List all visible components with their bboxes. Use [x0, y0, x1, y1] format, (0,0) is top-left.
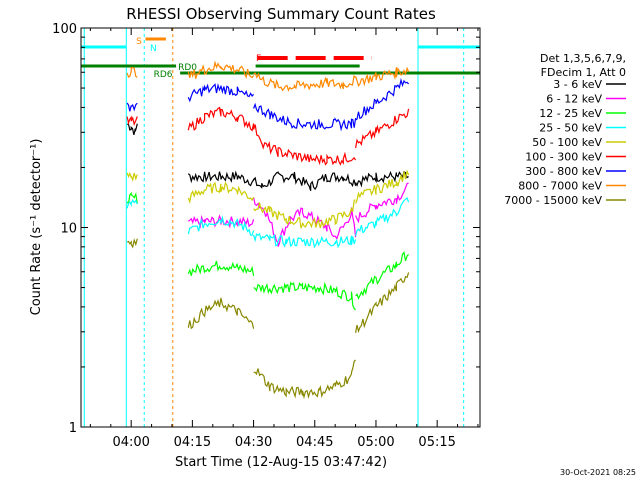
x-axis-label: Start Time (12-Aug-15 03:47:42): [175, 455, 387, 470]
series-line: [355, 170, 409, 188]
x-tick-label: 04:00: [112, 435, 149, 450]
legend-label: 25 - 50 keV: [539, 122, 602, 135]
series-7: [126, 77, 410, 132]
legend-label: 12 - 25 keV: [539, 107, 602, 120]
series-line: [253, 72, 357, 92]
series-line: [253, 197, 357, 247]
legend-label: 3 - 6 keV: [553, 78, 602, 91]
legend-label: 100 - 300 keV: [525, 151, 602, 164]
series-line: [187, 106, 263, 144]
series-line: [261, 141, 357, 166]
series-line: [187, 260, 255, 277]
series-6: [126, 106, 410, 166]
series-5: [126, 169, 410, 229]
x-tick-label: 04:15: [174, 435, 211, 450]
legend-label: 7000 - 15000 keV: [504, 194, 602, 207]
series-line: [126, 102, 138, 112]
series-line: [126, 171, 138, 183]
x-tick-label: 05:00: [357, 435, 394, 450]
y-tick-label: 1: [69, 421, 77, 436]
x-tick-label: 04:45: [296, 435, 333, 450]
x-tick-label: 04:30: [235, 435, 272, 450]
series-line: [127, 123, 138, 136]
series-line: [187, 181, 255, 204]
series-line: [355, 77, 410, 121]
series-4: [126, 197, 410, 249]
series-1: [127, 123, 409, 191]
series-line: [253, 199, 356, 229]
series-line: [187, 82, 255, 103]
series-line: [253, 281, 356, 311]
series-line: [187, 215, 255, 236]
axes: 04:00 04:15 04:30 04:45 05:00 05:15 1 10 100: [52, 22, 480, 450]
series-line: [253, 102, 357, 132]
series-3: [126, 191, 410, 311]
series-line: [187, 60, 255, 79]
series-line: [126, 191, 138, 206]
timestamp: 30-Oct-2021 08:25: [560, 468, 636, 477]
annotation-label: S: [136, 37, 142, 47]
series-line: [355, 197, 410, 237]
legend-header: Det 1,3,5,6,7,9,: [540, 52, 626, 65]
legend-header: FDecim 1, Att 0: [541, 66, 626, 79]
series-layer: [126, 60, 410, 400]
series-line: [253, 359, 356, 400]
annotation-label: RD6: [154, 70, 173, 80]
series-line: [355, 272, 410, 334]
series-line: [126, 66, 138, 78]
series-9: [126, 238, 410, 400]
y-tick-label: 10: [60, 222, 77, 237]
annotation-label: RD0: [178, 63, 197, 73]
x-tick-label: 05:15: [418, 435, 455, 450]
legend: Det 1,3,5,6,7,9,FDecim 1, Att 03 - 6 keV…: [504, 52, 626, 207]
series-line: [126, 199, 138, 209]
y-axis-label: Count Rate (s⁻¹ detector⁻¹): [29, 139, 44, 316]
series-line: [355, 251, 410, 300]
series-line: [355, 108, 410, 149]
legend-label: 300 - 800 keV: [525, 165, 602, 178]
series-line: [126, 238, 138, 249]
series-line: [355, 66, 410, 88]
legend-label: 6 - 12 keV: [546, 93, 602, 106]
annotation-label: F: [256, 54, 261, 64]
series-line: [355, 169, 410, 204]
orbit-markers: SN F RD0 RD6: [81, 28, 480, 427]
series-line: [253, 232, 357, 249]
annotation-label: N: [150, 44, 157, 54]
series-line: [187, 297, 255, 330]
y-tick-label: 100: [52, 22, 77, 37]
chart-title: RHESSI Observing Summary Count Rates: [126, 5, 436, 23]
legend-label: 50 - 100 keV: [532, 136, 602, 149]
legend-label: 800 - 7000 keV: [518, 180, 602, 193]
series-line: [187, 170, 357, 191]
series-line: [126, 115, 138, 126]
series-8: [126, 60, 410, 92]
series-line: [355, 182, 409, 224]
